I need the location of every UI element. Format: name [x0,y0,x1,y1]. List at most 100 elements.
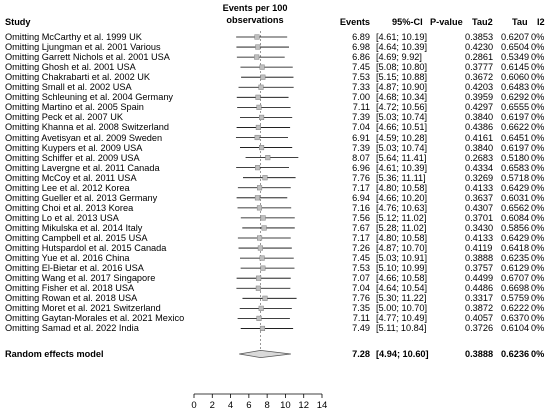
estimate-box [256,205,263,211]
row-tau2: 0.3872 [465,303,494,314]
row-events: 7.53 [352,263,370,274]
row-i2: 0% [531,273,545,284]
row-i2: 0% [531,303,545,314]
estimate-box [260,265,266,271]
row-study: Omitting McCoy et al. 2011 USA [5,172,137,183]
row-events: 6.86 [352,52,370,63]
row-tau: 0.6084 [501,212,530,223]
row-i2: 0% [531,142,545,153]
row-ci: [5.30; 11.22] [376,293,427,304]
row-ci: [5.11; 10.84] [376,323,427,334]
row-events: 7.53 [352,72,370,83]
row-tau2: 0.4133 [465,182,494,193]
row-ci: [4.66; 10.58] [376,273,428,284]
x-tick-label: 2 [210,400,215,411]
estimate-box [257,235,263,241]
row-events: 7.76 [352,293,370,304]
row-tau: 0.5349 [501,52,530,63]
row-events: 6.94 [352,192,370,203]
row-tau: 0.6207 [501,32,530,42]
summary-tau2: 0.3888 [465,349,494,359]
row-tau2: 0.4119 [465,243,493,254]
row-events: 7.45 [352,62,370,73]
row-i2: 0% [531,222,545,233]
row-tau: 0.6197 [501,142,530,153]
row-ci: [4.64; 10.39] [376,42,428,53]
estimate-box [254,195,261,201]
row-i2: 0% [531,243,545,254]
row-study: Omitting Rowan et al. 2018 USA [5,293,138,304]
row-events: 7.11 [352,102,370,113]
summary-i2: 0% [531,349,545,359]
row-study: Omitting Gaytan-Morales et al. 2021 Mexi… [5,313,185,324]
row-tau2: 0.4297 [465,102,494,113]
row-tau: 0.6129 [501,263,530,274]
row-tau2: 0.3840 [465,112,494,123]
row-events: 6.89 [352,32,370,42]
row-i2: 0% [531,202,545,213]
row-study: Omitting Kuypers et al. 2009 USA [5,142,143,153]
row-events: 6.96 [352,162,370,173]
row-tau2: 0.4133 [465,233,494,243]
row-study: Omitting Martino et al. 2005 Spain [5,102,144,113]
estimate-box [265,155,271,161]
row-study: Omitting Wang et al. 2017 Singapore [5,273,156,284]
row-i2: 0% [531,82,545,93]
row-ci: [4.61; 10.19] [376,32,428,42]
row-tau2: 0.3726 [465,323,494,334]
x-tick-label: 8 [264,400,269,411]
row-tau: 0.6429 [501,233,530,243]
row-tau: 0.6429 [501,182,530,193]
row-study: Omitting Lo et al. 2013 USA [5,212,119,223]
row-tau2: 0.4057 [465,313,494,324]
row-events: 7.07 [352,273,370,284]
row-i2: 0% [531,112,545,123]
row-study: Omitting Schiffer et al. 2009 USA [5,152,140,163]
row-tau: 0.5718 [501,172,530,183]
estimate-box [262,175,268,181]
row-tau2: 0.3430 [465,222,494,233]
estimate-box [259,64,265,70]
row-events: 7.17 [352,182,370,193]
row-events: 7.00 [352,92,370,103]
row-events: 7.45 [352,253,370,264]
estimate-box [258,305,264,311]
row-tau: 0.6197 [501,112,530,123]
row-tau: 0.5856 [501,222,530,233]
row-events: 7.33 [352,82,370,93]
row-events: 8.07 [352,152,370,163]
estimate-box [254,34,260,40]
header-pvalue: P-value [430,17,463,27]
row-study: Omitting McCarthy et al. 1999 UK [5,32,142,42]
header-events-per-100: Events per 100 observations [195,2,315,26]
row-events: 7.76 [352,172,370,183]
row-tau: 0.6483 [501,82,530,93]
row-ci: [5.36; 11.11] [376,172,426,183]
row-tau2: 0.2683 [465,152,494,163]
row-tau2: 0.4230 [465,42,494,53]
row-study: Omitting Mikulska et al. 2014 Italy [5,222,143,233]
row-tau: 0.6145 [501,62,530,73]
row-study: Omitting Garrett Nichols et al. 2001 USA [5,52,170,63]
row-ci: [5.64; 11.41] [376,152,427,163]
header-study: Study [5,17,31,27]
row-i2: 0% [531,42,545,53]
row-ci: [4.61; 10.39] [376,162,428,173]
estimate-box [259,255,265,261]
row-study: Omitting Campbell et al. 2015 USA [5,233,148,243]
estimate-box [259,325,266,331]
row-tau: 0.5180 [501,152,530,163]
row-ci: [5.10; 10.99] [376,263,428,274]
row-tau2: 0.4334 [465,162,494,173]
row-tau2: 0.4203 [465,82,494,93]
row-study: Omitting Khanna et al. 2008 Switzerland [5,122,169,133]
row-tau: 0.6418 [501,243,530,254]
row-i2: 0% [531,72,545,83]
row-study: Omitting Ghosh et al. 2001 USA [5,62,136,73]
row-events: 6.98 [352,42,370,53]
row-events: 7.39 [352,112,370,123]
row-study: Omitting El-Bietar et al. 2016 USA [5,263,144,274]
row-ci: [4.80; 10.58] [376,233,428,243]
estimate-box [255,124,261,131]
